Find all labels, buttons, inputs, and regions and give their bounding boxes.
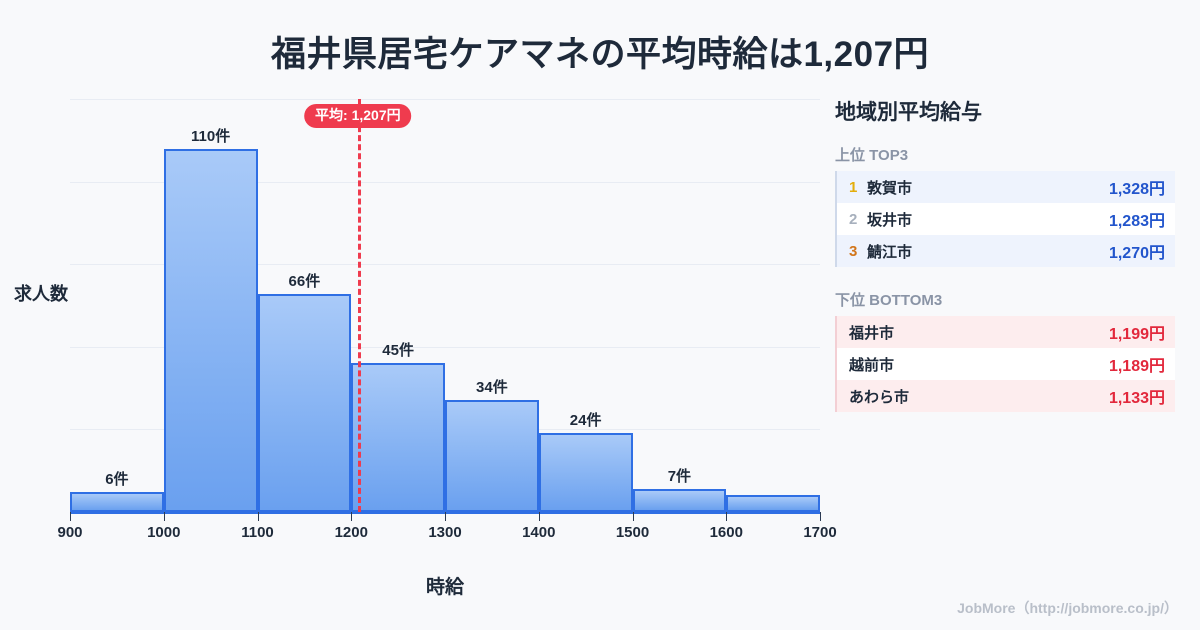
city-wage-value: 1,199円 (1108, 326, 1165, 343)
page-title: 福井県居宅ケアマネの平均時給は1,207円 (270, 35, 930, 74)
bottom3-table: 福井市 1,199円越前市 1,189円あわら市 1,133円 (835, 316, 1175, 412)
panel-title: 地域別平均給与 (835, 101, 982, 124)
regional-salary-panel: 地域別平均給与 上位 TOP3 1 敦賀市 1,328円 2 坂井市 1,283円 3 鯖江市… (835, 96, 1175, 434)
histogram-chart: 求人数 6件 110件 66件 45件 34件 24件 7件 900 1000 1100 1200… (14, 99, 837, 598)
histogram-bar (445, 399, 539, 512)
gridline (70, 347, 820, 348)
plot-area: 6件 110件 66件 45件 34件 24件 7件 (70, 99, 820, 512)
bar-value-label: 7件 (667, 467, 692, 485)
x-axis-tick (351, 512, 353, 521)
x-axis-tick (70, 512, 71, 521)
y-axis-title: 求人数 (14, 284, 68, 304)
rank-row[interactable]: あわら市 1,133円 (837, 380, 1175, 412)
x-axis-tick (257, 512, 259, 521)
histogram-bar (351, 363, 445, 512)
rank-row[interactable]: 福井市 1,199円 (837, 316, 1175, 348)
histogram-bar (70, 492, 164, 512)
histogram-bar (632, 488, 727, 512)
x-axis-tick-label: 1200 (334, 524, 368, 541)
x-axis-tick-label: 1700 (803, 524, 837, 541)
histogram-bar (538, 432, 633, 512)
city-name: 坂井市 (867, 211, 913, 229)
source-credit: JobMore（http://jobmore.co.jp/） (957, 600, 1178, 616)
x-axis-tick-label: 1500 (615, 524, 650, 541)
rank-number: 3 (849, 242, 858, 260)
x-axis-tick-label: 1400 (522, 524, 556, 541)
x-axis-tick-label: 1100 (241, 524, 274, 541)
x-axis-tick (163, 512, 165, 521)
x-axis-tick-label: 1600 (709, 524, 743, 541)
city-wage-value: 1,328円 (1108, 181, 1165, 198)
x-axis-title: 時給 (425, 577, 464, 598)
city-wage-value: 1,189円 (1108, 358, 1165, 375)
bar-value-label: 6件 (105, 471, 129, 489)
top3-heading: 上位 TOP3 (835, 147, 909, 164)
city-name: 敦賀市 (867, 179, 913, 197)
rank-number: 2 (849, 210, 858, 228)
bar-value-label: 66件 (288, 272, 321, 290)
city-name: 福井市 (849, 324, 895, 342)
bar-value-label: 34件 (476, 378, 508, 396)
x-axis-tick-label: 1000 (147, 524, 181, 541)
histogram-bar (163, 148, 258, 512)
x-axis-tick-label: 900 (57, 524, 83, 541)
bar-value-label: 45件 (382, 342, 414, 360)
bar-value-label: 110件 (191, 127, 231, 145)
x-axis-tick (632, 512, 634, 521)
rank-number: 1 (849, 178, 858, 196)
histogram-bar (257, 293, 352, 512)
bottom3-heading: 下位 BOTTOM3 (835, 292, 943, 309)
histogram-bar (726, 495, 820, 512)
city-name: 鯖江市 (867, 243, 913, 261)
bar-value-label: 24件 (569, 411, 602, 429)
city-name: 越前市 (849, 356, 895, 374)
rank-row[interactable]: 1 敦賀市 1,328円 (837, 171, 1175, 203)
city-wage-value: 1,283円 (1108, 213, 1165, 230)
city-name: あわら市 (849, 388, 910, 406)
rank-row[interactable]: 越前市 1,189円 (837, 348, 1175, 380)
average-line (357, 99, 361, 512)
rank-row[interactable]: 2 坂井市 1,283円 (837, 203, 1175, 235)
x-axis-tick (726, 512, 728, 521)
x-axis-tick (445, 512, 446, 521)
x-axis-tick-label: 1300 (428, 524, 462, 541)
city-wage-value: 1,133円 (1108, 390, 1165, 407)
gridline (70, 182, 820, 183)
top3-table: 1 敦賀市 1,328円 2 坂井市 1,283円 3 鯖江市 1,270円 (835, 171, 1175, 267)
x-axis-tick (538, 512, 540, 521)
rank-row[interactable]: 3 鯖江市 1,270円 (837, 235, 1175, 267)
gridline (70, 99, 820, 100)
gridline (70, 264, 820, 265)
x-axis-tick (820, 512, 821, 521)
average-badge: 平均: 1,207円 (304, 104, 412, 129)
city-wage-value: 1,270円 (1108, 245, 1165, 262)
